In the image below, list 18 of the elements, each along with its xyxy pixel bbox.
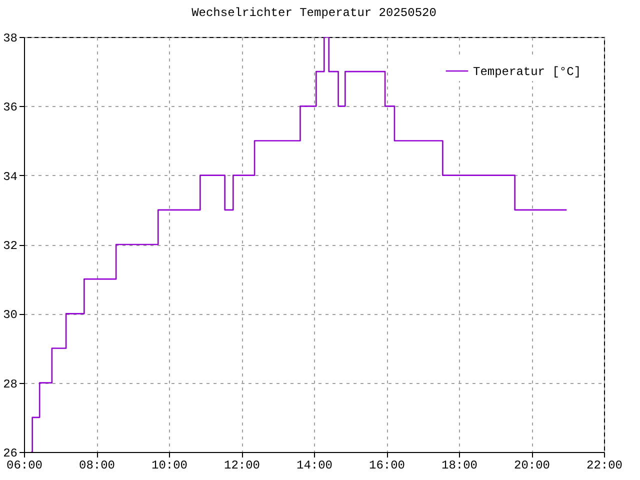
x-tick-label: 18:00	[441, 458, 478, 472]
x-tick-label: 08:00	[78, 458, 116, 472]
x-tick-label: 16:00	[368, 458, 406, 472]
y-tick-label: 26	[3, 446, 18, 460]
y-tick-label: 38	[3, 32, 18, 46]
x-tick-label: 12:00	[224, 458, 260, 472]
legend-label: Temperatur [°C]	[473, 65, 582, 79]
y-tick-label: 36	[3, 100, 18, 115]
x-tick-label: 10:00	[151, 458, 188, 472]
chart-title: Wechselrichter Temperatur 20250520	[192, 6, 436, 20]
x-tick-label: 06:00	[6, 458, 43, 472]
y-tick-label: 30	[3, 308, 18, 322]
x-tick-label: 22:00	[586, 458, 623, 472]
y-tick-label: 32	[3, 239, 18, 253]
y-tick-label: 34	[3, 170, 18, 184]
x-tick-label: 14:00	[296, 458, 333, 472]
x-tick-label: 20:00	[514, 458, 550, 472]
y-tick-label: 28	[3, 377, 18, 392]
